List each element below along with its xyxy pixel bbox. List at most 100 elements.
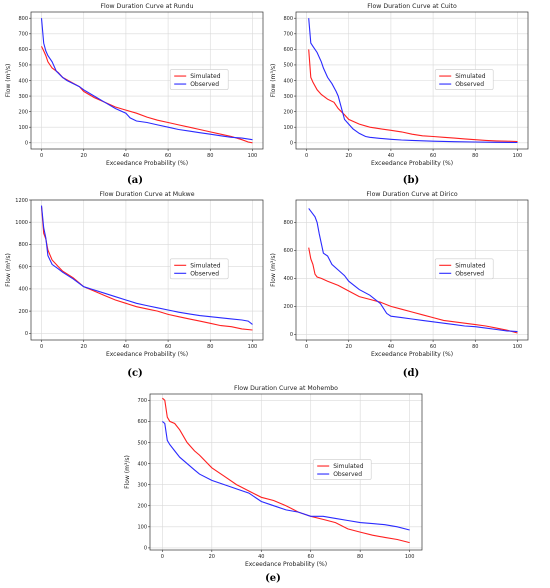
chart-panel-1: 0 20 40 60 80 100 0 100 200 300 400 500 600 700 800 Flo… <box>5 3 264 186</box>
series-line-observed <box>40 205 253 325</box>
legend-label-observed: Observed <box>333 471 362 478</box>
x-tick-label: 100 <box>248 344 258 350</box>
y-tick-label: 200 <box>18 109 28 115</box>
series-line-observed <box>40 18 253 141</box>
y-tick-label: 700 <box>18 32 28 38</box>
y-tick-label: 300 <box>137 482 147 488</box>
x-tick-label: 20 <box>346 344 352 350</box>
series-line-simulated <box>162 397 410 544</box>
series-line-observed <box>162 420 410 531</box>
y-tick-label: 700 <box>283 32 293 38</box>
x-tick-label: 40 <box>258 554 264 560</box>
legend-label-observed: Observed <box>455 270 484 277</box>
y-tick-label: 400 <box>18 287 28 293</box>
x-tick-label: 60 <box>165 344 171 350</box>
x-tick-label: 60 <box>165 153 171 159</box>
legend-label-simulated: Simulated <box>333 463 364 470</box>
chart-title: Flow Duration Curve at Cuito <box>367 3 457 10</box>
legend-label-simulated: Simulated <box>455 262 486 269</box>
plot-frame <box>295 199 529 341</box>
panel-label: (c) <box>127 368 143 379</box>
chart-panel-2: 0 20 40 60 80 100 0 100 200 300 400 500 600 700 800 Flo… <box>270 3 529 186</box>
y-tick-label: 400 <box>18 78 28 84</box>
y-tick-label: 800 <box>283 220 293 226</box>
y-tick-label: 700 <box>137 398 147 404</box>
x-tick-label: 0 <box>305 153 308 159</box>
x-tick-label: 80 <box>472 153 478 159</box>
y-tick-label: 800 <box>18 16 28 22</box>
chart-panel-4: 0 20 40 60 80 100 0 200 400 600 800 Flow Duration C… <box>270 191 529 379</box>
x-tick-label: 40 <box>123 344 129 350</box>
y-axis-label: Flow (m³/s) <box>270 64 277 98</box>
x-tick-label: 0 <box>305 344 308 350</box>
x-tick-label: 80 <box>207 344 213 350</box>
y-tick-label: 200 <box>283 304 293 310</box>
chart-title: Flow Duration Curve at Dirico <box>366 191 457 198</box>
y-tick-label: 800 <box>18 242 28 248</box>
y-tick-label: 0 <box>290 141 293 147</box>
y-tick-label: 300 <box>18 94 28 100</box>
y-tick-label: 200 <box>137 504 147 510</box>
x-tick-label: 40 <box>123 153 129 159</box>
y-axis-label: Flow (m³/s) <box>5 253 12 287</box>
legend-label-observed: Observed <box>455 81 484 88</box>
chart-panel-5: 0 20 40 60 80 100 0 100 200 300 400 500 600 700 Flow D… <box>124 385 423 584</box>
y-tick-label: 200 <box>18 309 28 315</box>
x-tick-label: 80 <box>357 554 363 560</box>
panel-label: (d) <box>403 368 419 379</box>
x-axis-label: Exceedance Probability (%) <box>106 160 188 167</box>
series-line-observed <box>308 18 518 144</box>
y-tick-label: 500 <box>137 440 147 446</box>
y-tick-label: 600 <box>18 47 28 53</box>
series-line-simulated <box>41 46 253 144</box>
y-tick-label: 500 <box>18 63 28 69</box>
legend-label-simulated: Simulated <box>455 73 486 80</box>
panel-label: (b) <box>403 175 419 186</box>
series-line-simulated <box>308 247 518 334</box>
x-tick-label: 80 <box>472 344 478 350</box>
y-tick-label: 200 <box>283 109 293 115</box>
y-tick-label: 600 <box>283 47 293 53</box>
y-tick-label: 600 <box>137 419 147 425</box>
y-tick-label: 0 <box>144 546 147 552</box>
panel-label: (a) <box>127 175 143 186</box>
x-tick-label: 40 <box>388 344 394 350</box>
series-line-simulated <box>308 49 518 143</box>
plot-frame <box>30 199 264 341</box>
x-axis-label: Exceedance Probability (%) <box>371 351 453 358</box>
x-axis-label: Exceedance Probability (%) <box>245 561 327 568</box>
y-tick-label: 600 <box>283 248 293 254</box>
legend-label-simulated: Simulated <box>190 73 221 80</box>
legend-label-simulated: Simulated <box>190 262 221 269</box>
plot-frame <box>149 393 423 551</box>
y-tick-label: 600 <box>18 264 28 270</box>
y-tick-label: 100 <box>137 525 147 531</box>
x-tick-label: 60 <box>430 153 436 159</box>
legend-label-observed: Observed <box>190 270 219 277</box>
y-tick-label: 800 <box>283 16 293 22</box>
y-tick-label: 100 <box>18 125 28 131</box>
y-tick-label: 400 <box>283 78 293 84</box>
chart-title: Flow Duration Curve at Mohembo <box>234 385 338 392</box>
y-tick-label: 100 <box>283 125 293 131</box>
chart-title: Flow Duration Curve at Mukwe <box>99 191 194 198</box>
y-tick-label: 1000 <box>15 220 28 226</box>
x-tick-label: 0 <box>40 153 43 159</box>
x-tick-label: 100 <box>513 153 523 159</box>
chart-title: Flow Duration Curve at Rundu <box>100 3 193 10</box>
y-tick-label: 300 <box>283 94 293 100</box>
x-axis-label: Exceedance Probability (%) <box>106 351 188 358</box>
x-tick-label: 100 <box>405 554 415 560</box>
series-line-observed <box>308 208 518 333</box>
y-tick-label: 500 <box>283 63 293 69</box>
x-tick-label: 20 <box>81 153 87 159</box>
y-tick-label: 0 <box>25 331 28 337</box>
x-tick-label: 20 <box>209 554 215 560</box>
series-line-simulated <box>40 206 253 331</box>
x-tick-label: 0 <box>40 344 43 350</box>
x-tick-label: 100 <box>248 153 258 159</box>
x-tick-label: 20 <box>81 344 87 350</box>
x-tick-label: 40 <box>388 153 394 159</box>
